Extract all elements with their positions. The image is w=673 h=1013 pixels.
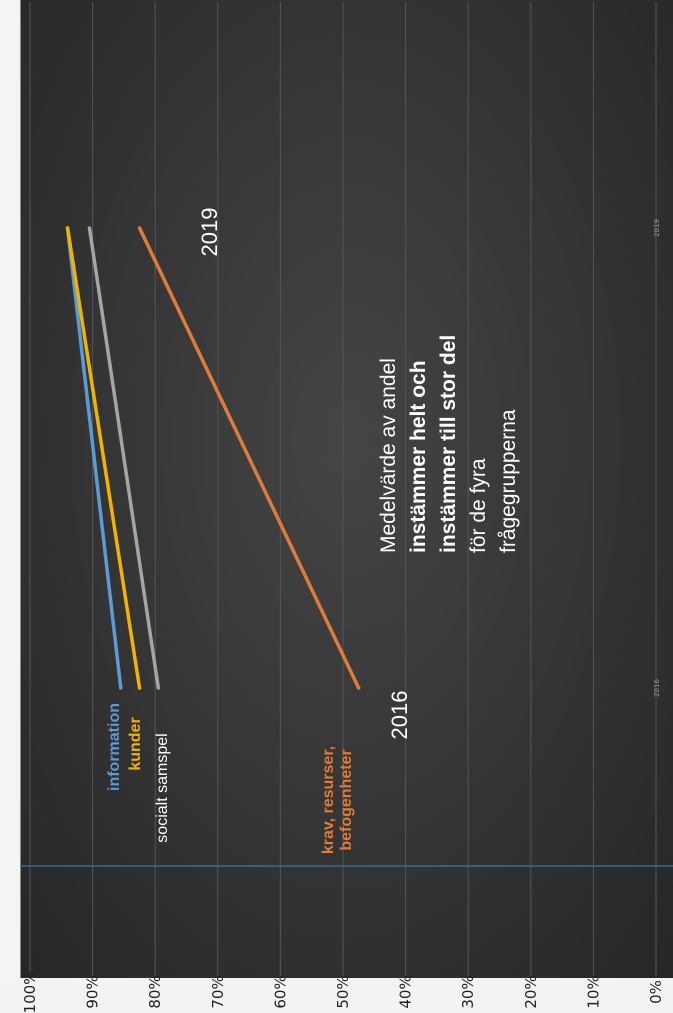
year-label-2016: 2016 — [387, 690, 412, 740]
y-tick-label: 100% — [21, 971, 39, 1013]
series-label-socialt-samspel: socialt samspel — [154, 703, 176, 873]
series-label-kunder: kunder — [127, 684, 149, 804]
annotation-line-5: frågegrupperna — [497, 409, 520, 553]
x-axis-tick-label: 2016 — [653, 679, 661, 697]
y-tick-label: 0% — [647, 980, 665, 1004]
series-line-socialt-samspel — [87, 226, 161, 690]
y-tick-label: 90% — [84, 975, 102, 1008]
series-label-line: information — [106, 703, 123, 791]
annotation-line-3: instämmer till stor del — [437, 334, 460, 553]
annotation-text: Medelvärde av andel instämmer helt och i… — [374, 233, 534, 553]
series-label-line: befogenheter — [338, 749, 355, 851]
y-axis-strip — [0, 0, 21, 978]
series-line-kunder — [65, 226, 142, 690]
y-tick-label: 60% — [271, 975, 289, 1008]
year-label-2019: 2019 — [197, 207, 222, 257]
annotation-line-2: instämmer helt och — [407, 360, 430, 553]
series-label-line: krav, resurser, — [320, 745, 337, 855]
annotation-line-1: Medelvärde av andel — [377, 358, 400, 553]
series-lines — [65, 226, 361, 690]
series-line-information — [65, 226, 123, 690]
grid-lines — [29, 2, 657, 976]
y-tick-label: 40% — [397, 975, 415, 1008]
y-tick-label: 80% — [146, 975, 164, 1008]
series-label-krav: krav, resurser, befogenheter — [320, 735, 360, 865]
y-tick-label: 30% — [459, 975, 477, 1008]
y-tick-label: 20% — [522, 975, 540, 1008]
series-line-krav-resurser-befogenheter — [137, 226, 361, 690]
y-tick-label: 70% — [209, 975, 227, 1008]
series-label-line: kunder — [127, 717, 144, 771]
series-label-line: socialt samspel — [154, 733, 171, 843]
series-label-information: information — [106, 667, 128, 827]
x-axis-tick-label: 2019 — [653, 219, 661, 237]
page-footer — [0, 978, 673, 1013]
y-tick-label: 50% — [334, 975, 352, 1008]
annotation-line-4: för de fyra — [467, 458, 490, 553]
y-tick-label: 10% — [584, 975, 602, 1008]
y-tick-labels: 0% 10% 20% 30% 40% 50% 60% 70% 80% 90% 100% — [21, 971, 665, 1013]
